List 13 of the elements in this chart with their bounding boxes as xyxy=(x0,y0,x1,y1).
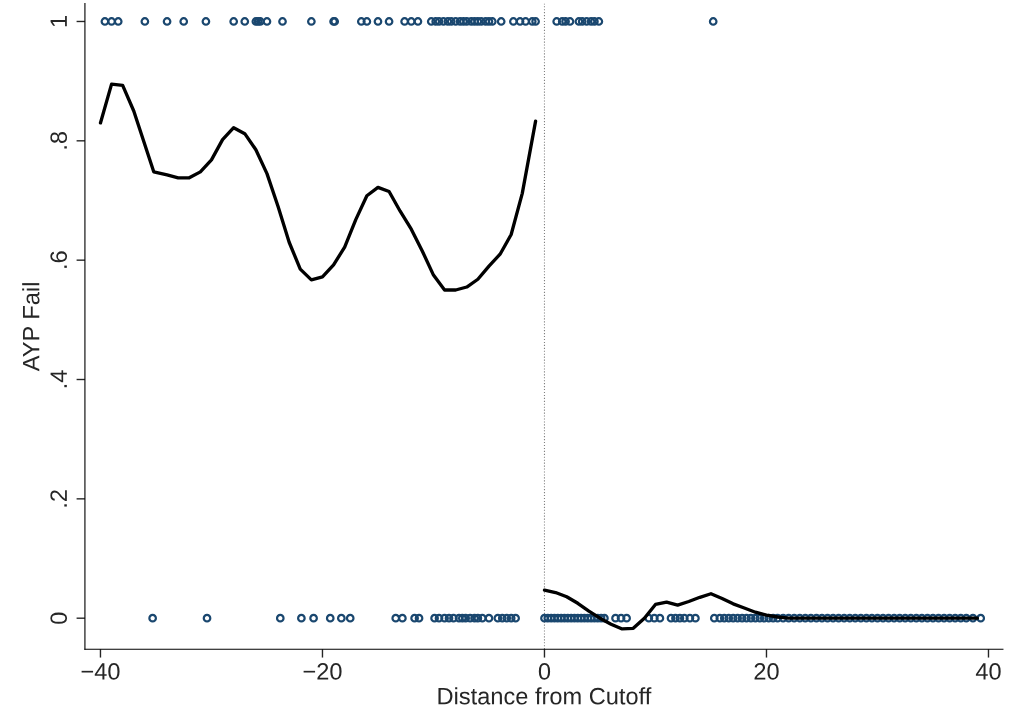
x-tick-label: 0 xyxy=(538,663,551,680)
y-tick-label: .4 xyxy=(50,370,67,388)
y-tick-label: .6 xyxy=(50,251,68,268)
y-tick-label: .8 xyxy=(50,132,68,149)
x-tick-label: 20 xyxy=(754,663,779,680)
x-tick-label: 40 xyxy=(975,663,1001,680)
y-tick-label: 0 xyxy=(50,612,68,624)
x-axis-title: Distance from Cutoff xyxy=(438,687,652,705)
y-tick-label: 1 xyxy=(50,16,67,27)
y-axis-title: AYP Fail xyxy=(22,283,40,372)
x-tick-label: −40 xyxy=(81,663,120,680)
x-tick-label: −20 xyxy=(303,663,342,680)
y-tick-label: .2 xyxy=(50,490,67,507)
